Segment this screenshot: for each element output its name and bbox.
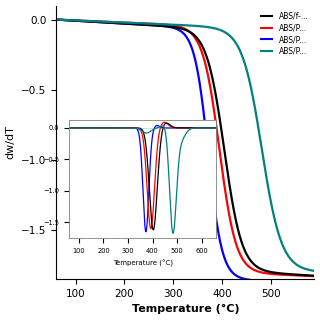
- Y-axis label: dw/dT: dw/dT: [5, 125, 16, 159]
- X-axis label: Temperature (°C): Temperature (°C): [132, 304, 239, 315]
- Legend: ABS/f-..., ABS/P..., ABS/P..., ABS/P...: ABS/f-..., ABS/P..., ABS/P..., ABS/P...: [259, 9, 311, 58]
